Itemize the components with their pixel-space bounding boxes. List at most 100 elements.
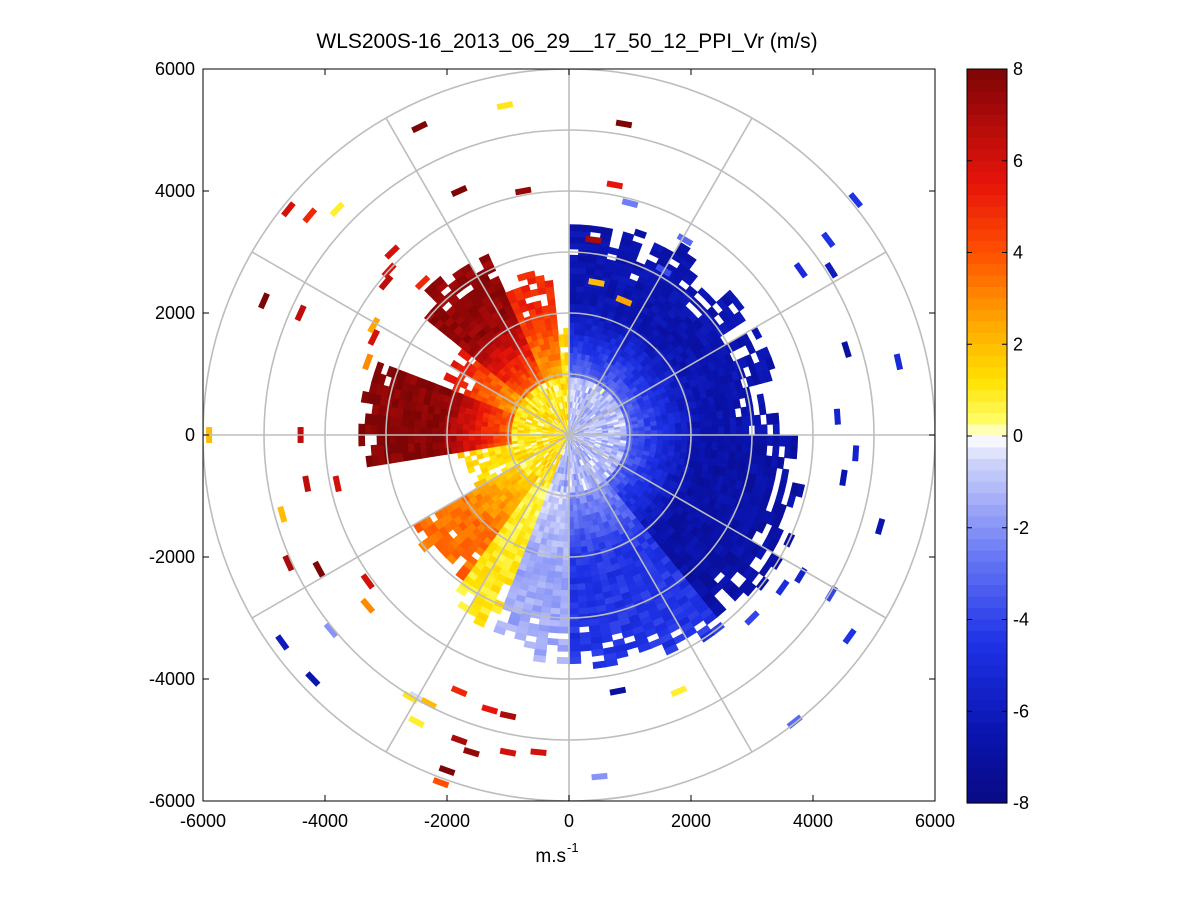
scatter-return: [514, 186, 532, 196]
velocity-cell: [575, 565, 584, 573]
velocity-cell: [638, 426, 646, 432]
velocity-cell: [568, 565, 577, 573]
colorbar-band: [967, 436, 1007, 449]
velocity-cell: [468, 439, 476, 446]
scatter-return: [414, 274, 431, 291]
scatter-return: [420, 697, 438, 710]
velocity-cell: [461, 429, 469, 436]
velocity-cell: [575, 559, 584, 567]
velocity-cell: [425, 434, 433, 443]
scatter-return: [411, 120, 428, 134]
colorbar-band: [967, 791, 1007, 804]
colorbar-band: [967, 504, 1007, 517]
velocity-cell: [568, 638, 581, 646]
scatter-return: [744, 610, 760, 626]
velocity-cell: [532, 654, 547, 663]
velocity-cell: [675, 434, 683, 442]
colorbar-tick-label: 4: [1013, 243, 1023, 263]
velocity-cell: [553, 571, 563, 579]
velocity-cell: [563, 535, 570, 543]
velocity-cell: [568, 327, 575, 335]
velocity-cell: [741, 443, 750, 455]
velocity-cell: [535, 274, 546, 284]
scatter-return: [302, 475, 312, 493]
colorbar-band: [967, 298, 1007, 311]
velocity-cell: [705, 427, 713, 436]
velocity-cell: [437, 434, 445, 443]
velocity-cell: [742, 434, 750, 445]
velocity-cell: [376, 414, 385, 426]
velocity-cell: [568, 291, 577, 299]
velocity-cell: [572, 498, 577, 506]
velocity-cell: [558, 626, 570, 634]
velocity-cell: [462, 439, 470, 447]
velocity-cell: [741, 415, 750, 427]
colorbar-band: [967, 516, 1007, 529]
colorbar-band: [967, 768, 1007, 781]
colorbar-band: [967, 172, 1007, 185]
velocity-cell: [735, 443, 743, 454]
velocity-cell: [550, 316, 558, 324]
x-tick-label: -2000: [424, 811, 470, 831]
scatter-return: [362, 353, 374, 371]
polar-grid: [203, 69, 935, 801]
scatter-return: [615, 295, 633, 307]
velocity-cell: [756, 520, 768, 534]
velocity-cell: [550, 601, 561, 609]
colorbar-band: [967, 413, 1007, 426]
x-tick-label: 2000: [671, 811, 711, 831]
velocity-cell: [568, 315, 576, 323]
colorbar-tick-label: 6: [1013, 151, 1023, 171]
velocity-cell: [400, 434, 408, 445]
velocity-cell: [431, 420, 439, 429]
scatter-return: [402, 690, 419, 704]
colorbar-tick-label: -4: [1013, 610, 1029, 630]
velocity-cell: [407, 434, 415, 444]
velocity-cell: [413, 418, 421, 428]
scatter-return: [281, 201, 296, 218]
scatter-return: [302, 207, 318, 224]
velocity-cell: [633, 228, 647, 239]
velocity-cell: [568, 608, 579, 616]
velocity-cell: [562, 547, 570, 555]
velocity-cell: [728, 408, 737, 419]
velocity-cell: [568, 285, 578, 293]
velocity-cell: [732, 298, 745, 312]
scatter-return: [585, 235, 602, 244]
colorbar-band: [967, 619, 1007, 632]
velocity-cell: [656, 424, 664, 431]
colorbar-band: [967, 229, 1007, 242]
grid-spoke: [568, 117, 753, 436]
velocity-cell: [551, 589, 562, 597]
velocity-cell: [576, 583, 586, 591]
velocity-cell: [574, 546, 582, 555]
scatter-return: [839, 469, 848, 486]
velocity-cell: [561, 559, 570, 567]
velocity-cell: [478, 253, 492, 265]
x-tick-label: 6000: [915, 811, 955, 831]
velocity-cell: [376, 424, 384, 436]
velocity-cell: [492, 438, 500, 444]
velocity-cell: [723, 426, 731, 436]
x-tick-label: 4000: [793, 811, 833, 831]
velocity-cell: [575, 297, 584, 305]
velocity-cell: [525, 270, 536, 280]
colorbar-band: [967, 539, 1007, 552]
velocity-cell: [693, 427, 701, 436]
velocity-cell: [370, 413, 379, 426]
scatter-return: [615, 119, 633, 129]
colorbar-band: [967, 424, 1007, 437]
velocity-cell: [568, 273, 578, 281]
velocity-cell: [577, 261, 588, 269]
velocity-cell: [395, 416, 403, 427]
colorbar-band: [967, 206, 1007, 219]
velocity-cell: [664, 643, 679, 656]
velocity-cell: [559, 608, 570, 616]
colorbar-band: [967, 470, 1007, 483]
velocity-cell: [577, 607, 589, 616]
velocity-cell: [568, 620, 580, 628]
colorbar-band: [967, 711, 1007, 724]
scatter-return: [793, 262, 808, 279]
velocity-cell: [776, 456, 785, 470]
